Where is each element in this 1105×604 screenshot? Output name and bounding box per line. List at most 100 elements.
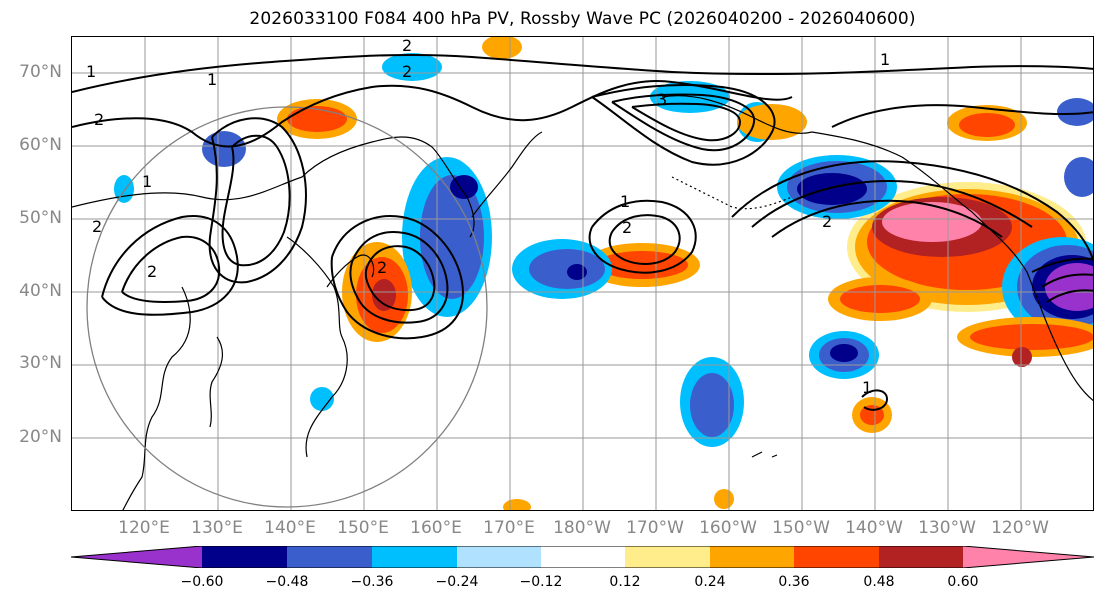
colorbar-segment: [71, 546, 202, 568]
contour-label: 1: [86, 62, 96, 81]
pv-contour: [831, 104, 1093, 128]
lon-label-160w: 160°W: [699, 518, 757, 538]
anomaly-ring-epac: [970, 324, 1093, 350]
colorbar-tick: 0.48: [863, 574, 895, 590]
anomaly-ring-epac: [840, 285, 920, 313]
contour-labels: 1 2 1 2 2 1 3 1 2 2 2 1 2 2 1: [86, 37, 890, 397]
pv-contour-closed: [221, 134, 291, 267]
lat-label-30n: 30°N: [19, 353, 62, 373]
lon-label-160e: 160°E: [410, 518, 462, 538]
anomaly-ring-gulf-neg: [797, 173, 867, 205]
anomaly-blob: [482, 37, 522, 59]
pv-contour: [751, 180, 1033, 228]
anomaly-blob: [1064, 157, 1093, 197]
anomaly-shading: [114, 37, 1093, 510]
pv-contour: [72, 80, 793, 148]
colorbar-segment: [287, 546, 372, 568]
map-panel: 1 2 1 2 2 1 3 1 2 2 2 1 2 2 1: [71, 36, 1094, 511]
anomaly-blob: [114, 175, 134, 203]
colorbar-segment: [457, 546, 541, 568]
pv-contour: [1041, 273, 1093, 288]
lon-label-120w: 120°W: [991, 518, 1049, 538]
pv-contour: [72, 53, 1093, 93]
anomaly-blob: [714, 489, 734, 509]
colorbar-tick: −0.12: [519, 574, 563, 590]
lon-label-140w: 140°W: [845, 518, 903, 538]
pv-contour: [731, 160, 1093, 264]
colorbar-segment: [879, 546, 963, 568]
lon-label-150e: 150°E: [337, 518, 389, 538]
pv-contour-closed: [330, 215, 464, 340]
contour-label: 2: [147, 262, 157, 281]
colorbar-segment: [710, 546, 794, 568]
colorbar-segment: [372, 546, 457, 568]
colorbar-tick: −0.24: [435, 574, 479, 590]
colorbar-tick: −0.48: [265, 574, 309, 590]
anomaly-ring-kamchatka-neg: [420, 175, 484, 299]
coastlines: [72, 95, 1093, 510]
lon-label-130w: 130°W: [918, 518, 976, 538]
anomaly-blob: [1057, 98, 1093, 126]
coastline-japan: [326, 254, 375, 288]
anomaly-blob: [202, 131, 246, 167]
pv-contour-closed: [588, 199, 697, 274]
coastline: [122, 286, 191, 510]
pv-contour-closed: [349, 231, 449, 324]
pv-contour-closed: [611, 93, 756, 152]
pv-contour-closed: [364, 245, 436, 312]
pv-contour-closed: [101, 215, 239, 316]
coastline-alaska: [661, 95, 813, 134]
coastline: [72, 136, 475, 238]
colorbar-tick: 0.36: [778, 574, 810, 590]
contour-label: 2: [822, 212, 832, 231]
contour-label: 1: [207, 70, 217, 89]
anomaly-blob: [1012, 347, 1032, 367]
coastline: [471, 131, 543, 218]
contour-label: 1: [880, 50, 890, 69]
pv-contour-closed: [608, 214, 681, 265]
colorbar: [71, 546, 1094, 568]
pv-contour-closed: [861, 389, 889, 411]
anomaly-ring-japan-pos: [372, 279, 396, 311]
colorbar-segment: [625, 546, 710, 568]
anomaly-ring-hawaii-neg: [690, 373, 734, 437]
lat-label-70n: 70°N: [19, 62, 62, 82]
aleutians: [671, 176, 793, 210]
lon-label-180w: 180°W: [553, 518, 611, 538]
colorbar-segment: [794, 546, 879, 568]
coastline: [286, 236, 348, 458]
colorbar-segment: [202, 546, 287, 568]
lat-label-40n: 40°N: [19, 281, 62, 301]
anomaly-blob: [737, 104, 807, 140]
pv-contour-closed: [208, 117, 307, 284]
anomaly-blob: [959, 113, 1015, 137]
lon-label-120e: 120°E: [118, 518, 170, 538]
colorbar-tick: 0.24: [694, 574, 726, 590]
contour-label: 2: [377, 258, 387, 277]
anomaly-ring-cpac: [596, 251, 688, 279]
pv-contour-closed: [631, 102, 742, 142]
coastline: [209, 336, 224, 428]
anomaly-ring-cpac-neg: [567, 264, 587, 280]
pv-contour: [1031, 257, 1093, 273]
pv-contours: [72, 53, 1093, 411]
anomaly-blob: [382, 53, 442, 81]
lat-label-20n: 20°N: [19, 427, 62, 447]
contour-label: 1: [142, 172, 152, 191]
lon-label-130e: 130°E: [191, 518, 243, 538]
pv-contour-closed: [591, 84, 776, 166]
anomaly-ring-sub-neg: [830, 344, 858, 362]
colorbar-tick: −0.36: [350, 574, 394, 590]
pv-contour: [1046, 289, 1093, 303]
anomaly-blob: [503, 499, 531, 510]
pv-contour: [771, 199, 1003, 238]
anomaly-ring-kamchatka-neg: [450, 175, 478, 199]
pv-contour-closed: [121, 235, 221, 303]
contour-label: 3: [657, 90, 667, 109]
contour-label: 1: [620, 192, 630, 211]
anomaly-ring-cpac-neg: [529, 249, 605, 289]
lat-label-50n: 50°N: [19, 208, 62, 228]
colorbar-tick: 0.12: [609, 574, 641, 590]
lon-label-150w: 150°W: [772, 518, 830, 538]
contour-label: 2: [402, 62, 412, 81]
